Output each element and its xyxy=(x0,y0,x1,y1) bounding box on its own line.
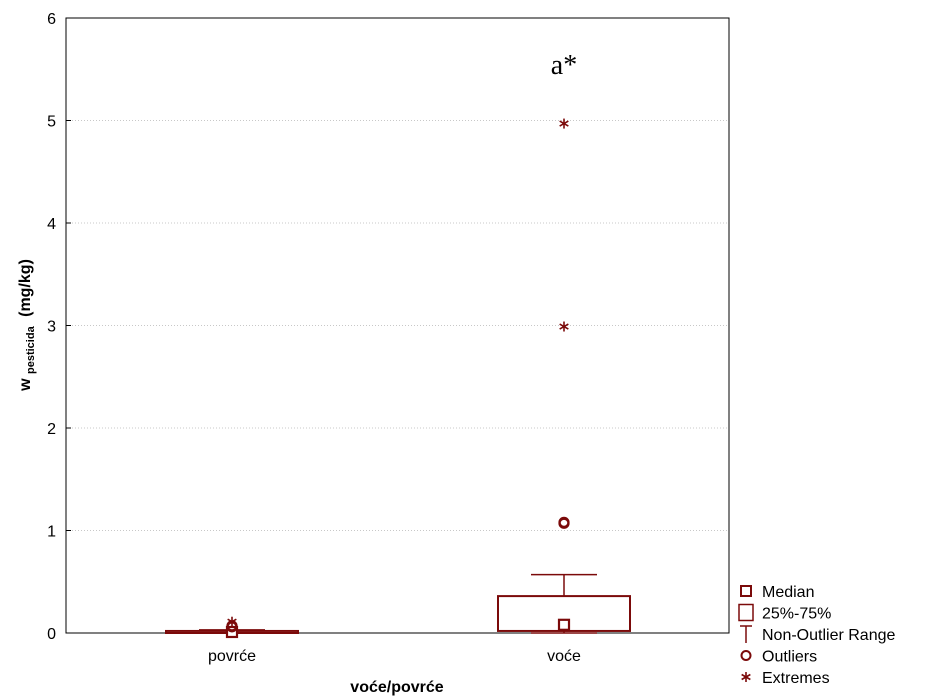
median-marker xyxy=(557,618,571,631)
legend-item-extreme-star: Extremes xyxy=(741,670,830,687)
x-axis-ticks: povrće voće xyxy=(208,628,581,665)
legend-item-box: 25%-75% xyxy=(738,603,831,623)
extreme-point xyxy=(559,321,569,332)
y-axis-ticks: 0 1 2 3 4 5 6 xyxy=(47,11,71,643)
annotation-layer: a* xyxy=(551,50,577,81)
legend-label: Median xyxy=(762,584,814,601)
x-tick-label: povrće xyxy=(208,648,256,665)
y-axis-title: w pesticida (mg/kg) xyxy=(17,259,38,392)
y-tick-label: 1 xyxy=(47,524,56,541)
legend-item-whisker: Non-Outlier Range xyxy=(740,625,896,644)
legend-label: Outliers xyxy=(762,649,817,666)
y-tick-label: 0 xyxy=(47,626,56,643)
y-axis-title-subscript: pesticida xyxy=(25,325,37,374)
legend-label: Non-Outlier Range xyxy=(762,627,896,644)
legend-label: Extremes xyxy=(762,670,830,687)
extreme-point xyxy=(559,118,569,129)
y-axis-title-main: w xyxy=(17,378,34,392)
y-tick-label: 4 xyxy=(47,216,56,233)
legend-extreme-swatch-stroke xyxy=(741,673,751,681)
box-layer xyxy=(165,118,631,639)
outlier-point xyxy=(558,516,570,528)
legend-item-outlier-circle: Outliers xyxy=(740,649,817,666)
legend-outlier-swatch xyxy=(740,650,752,661)
x-axis-title: voće/povrće xyxy=(350,679,443,696)
extreme-point-stroke xyxy=(227,618,237,625)
y-axis-title-unit: (mg/kg) xyxy=(17,259,34,317)
legend-median-swatch xyxy=(740,585,752,597)
significance-annotation: a* xyxy=(551,50,577,81)
iqr-box xyxy=(497,595,631,632)
extreme-point-stroke xyxy=(559,120,569,127)
extreme-point xyxy=(227,616,237,627)
legend-extreme-swatch xyxy=(741,672,751,682)
box-povrće xyxy=(165,616,299,639)
y-tick-label: 6 xyxy=(47,11,56,28)
legend-label: 25%-75% xyxy=(762,606,831,623)
x-tick-label: voće xyxy=(547,648,581,665)
legend-item-median-square: Median xyxy=(740,584,814,601)
box-voće xyxy=(497,118,631,634)
y-tick-label: 5 xyxy=(47,114,56,131)
extreme-point-stroke xyxy=(559,323,569,330)
grid-layer xyxy=(66,120,729,531)
legend: Median 25%-75% Non-Outlier Range Outliers Ex… xyxy=(738,584,896,687)
legend-box-swatch xyxy=(738,603,754,622)
y-tick-label: 2 xyxy=(47,421,56,438)
y-tick-label: 3 xyxy=(47,319,56,336)
